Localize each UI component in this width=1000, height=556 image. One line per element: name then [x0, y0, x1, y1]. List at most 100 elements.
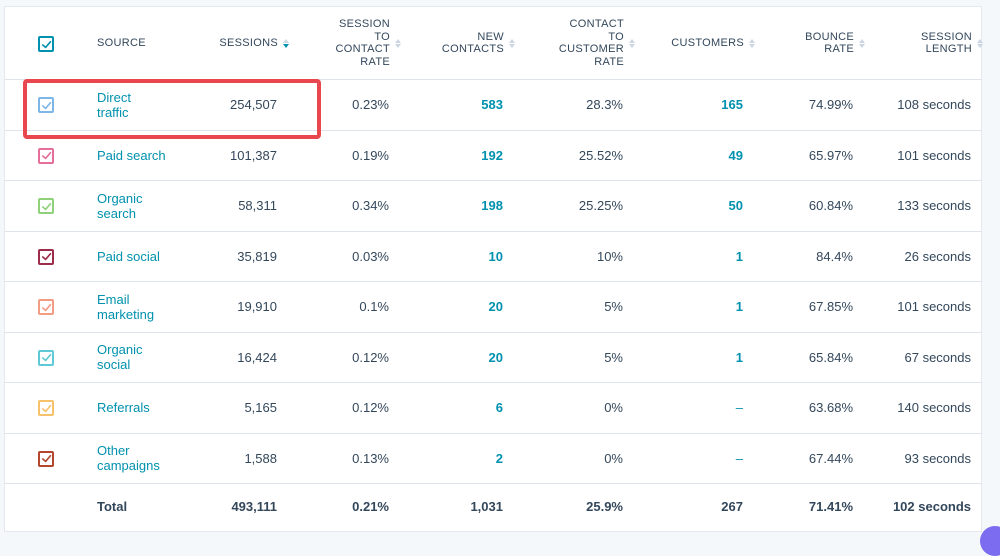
header-label-line: NEW	[477, 30, 504, 43]
contact-to-customer-rate-value-text: 0%	[604, 400, 623, 416]
session-length-column-header[interactable]: SESSION LENGTH	[865, 7, 983, 79]
new-contacts-link[interactable]: 2	[405, 434, 503, 484]
contact-to-customer-rate-value-text: 25.52%	[578, 147, 623, 163]
header-label-line: RATE	[594, 55, 624, 68]
customers-link[interactable]: 1	[645, 333, 743, 383]
bounce-rate-value-text: 65.97%	[808, 147, 853, 163]
customers-link: –	[645, 383, 743, 433]
new-contacts-link[interactable]: 198	[405, 181, 503, 231]
source-label: Email marketing	[97, 292, 154, 322]
sort-arrows-icon[interactable]	[629, 38, 635, 48]
new-contacts-link[interactable]: 10	[405, 232, 503, 282]
source-label-line: Organic	[97, 342, 143, 358]
customers-link[interactable]: 49	[645, 131, 743, 181]
sort-arrows-icon[interactable]	[749, 38, 755, 48]
new-contacts-column-header[interactable]: NEW CONTACTS	[405, 7, 515, 79]
bounce-rate-column-header[interactable]: BOUNCE RATE	[765, 7, 865, 79]
source-label-line: Referrals	[97, 400, 150, 416]
source-link[interactable]: Organic search	[97, 181, 207, 231]
new-contacts-link[interactable]: 192	[405, 131, 503, 181]
row-checkbox[interactable]	[38, 147, 54, 164]
header-label-line: CONTACTS	[441, 43, 504, 55]
customers-link-text: 49	[728, 147, 743, 163]
sessions-value-text: 58,311	[238, 198, 277, 214]
sort-arrows-icon[interactable]	[283, 38, 289, 48]
bounce-rate-value-text: 67.85%	[808, 299, 853, 315]
new-contacts-link-text: 2	[495, 450, 503, 466]
source-label-line: Direct	[97, 89, 131, 105]
session-to-contact-rate-value: 0.23%	[295, 80, 389, 130]
new-contacts-link[interactable]: 583	[405, 80, 503, 130]
new-contacts-link-text: 20	[488, 349, 503, 365]
bounce-rate-value-text: 60.84%	[808, 198, 853, 214]
sessions-value: 1,588	[197, 434, 277, 484]
bounce-rate-value: 67.85%	[765, 282, 853, 332]
source-label-line: campaigns	[97, 458, 160, 474]
sort-arrows-icon[interactable]	[859, 38, 865, 48]
source-label-line: social	[97, 357, 131, 373]
customers-link-text: 1	[735, 299, 743, 315]
sessions-value: 19,910	[197, 282, 277, 332]
sort-arrows-icon[interactable]	[395, 38, 401, 48]
source-link[interactable]: Paid social	[97, 232, 207, 282]
source-label-line: Other	[97, 443, 130, 459]
source-link[interactable]: Organic social	[97, 333, 207, 383]
new-contacts-link-text: 10	[488, 248, 503, 264]
source-label: Other campaigns	[97, 443, 160, 473]
select-all-checkbox[interactable]	[38, 36, 54, 52]
new-contacts-link[interactable]: 20	[405, 333, 503, 383]
row-checkbox[interactable]	[38, 450, 54, 467]
sessions-value-text: 254,507	[230, 97, 277, 113]
total-sessions-value: 493,111	[197, 484, 277, 529]
source-link[interactable]: Other campaigns	[97, 434, 207, 484]
help-widget-button[interactable]	[980, 526, 1000, 556]
new-contacts-link[interactable]: 20	[405, 282, 503, 332]
contact-to-customer-rate-value: 25.25%	[525, 181, 623, 231]
table-row: Paid search 101,387 0.19% 192 25.52% 49 65.97%…	[5, 131, 981, 181]
sort-arrows-icon[interactable]	[977, 38, 983, 48]
row-checkbox[interactable]	[38, 198, 54, 215]
source-label: Paid social	[97, 249, 160, 264]
source-label: Paid search	[97, 148, 166, 163]
source-link[interactable]: Email marketing	[97, 282, 207, 332]
table-row: Email marketing 19,910 0.1% 20 5% 1 67.85% 101 s…	[5, 282, 981, 333]
contact-to-customer-rate-value: 28.3%	[525, 80, 623, 130]
session-length-value-text: 140 seconds	[897, 400, 971, 416]
row-checkbox[interactable]	[38, 248, 54, 265]
session-to-contact-rate-column-header-label: SESSION TO CONTACT RATE	[336, 18, 390, 68]
source-link[interactable]: Referrals	[97, 383, 207, 433]
new-contacts-link-text: 6	[495, 400, 503, 416]
row-checkbox[interactable]	[38, 97, 54, 114]
row-checkbox[interactable]	[38, 400, 54, 417]
row-checkbox[interactable]	[38, 349, 54, 366]
session-to-contact-rate-value-text: 0.1%	[359, 299, 389, 315]
session-to-contact-rate-column-header[interactable]: SESSION TO CONTACT RATE	[295, 7, 401, 79]
source-label-line: traffic	[97, 104, 129, 120]
total-value-text: 493,111	[231, 499, 277, 514]
bounce-rate-value: 65.84%	[765, 333, 853, 383]
header-label-line: RATE	[824, 43, 854, 55]
total-label: Total	[97, 484, 207, 529]
customers-link-text: 1	[735, 248, 743, 264]
total-value-text: 102 seconds	[892, 499, 971, 514]
customers-column-header[interactable]: CUSTOMERS	[645, 7, 755, 79]
customers-link[interactable]: 1	[645, 282, 743, 332]
source-label-line: Organic	[97, 190, 143, 206]
contact-to-customer-rate-column-header[interactable]: CONTACT TO CUSTOMER RATE	[525, 7, 635, 79]
customers-link[interactable]: 50	[645, 181, 743, 231]
sessions-value-text: 16,424	[237, 349, 277, 365]
new-contacts-link[interactable]: 6	[405, 383, 503, 433]
sessions-column-header[interactable]: SESSIONS	[197, 7, 289, 79]
source-column-header[interactable]: SOURCE	[97, 7, 207, 79]
customers-link[interactable]: 165	[645, 80, 743, 130]
sort-arrows-icon[interactable]	[509, 38, 515, 48]
header-label-line: CUSTOMER	[558, 43, 624, 55]
source-link[interactable]: Paid search	[97, 131, 207, 181]
source-link[interactable]: Direct traffic	[97, 80, 207, 130]
row-checkbox[interactable]	[38, 299, 54, 316]
customers-link[interactable]: 1	[645, 232, 743, 282]
total-value-text: 267	[721, 499, 743, 514]
table-row: Paid social 35,819 0.03% 10 10% 1 84.4% 26 seco…	[5, 232, 981, 282]
bounce-rate-value-text: 74.99%	[808, 97, 853, 113]
source-label: Organic social	[97, 342, 143, 372]
